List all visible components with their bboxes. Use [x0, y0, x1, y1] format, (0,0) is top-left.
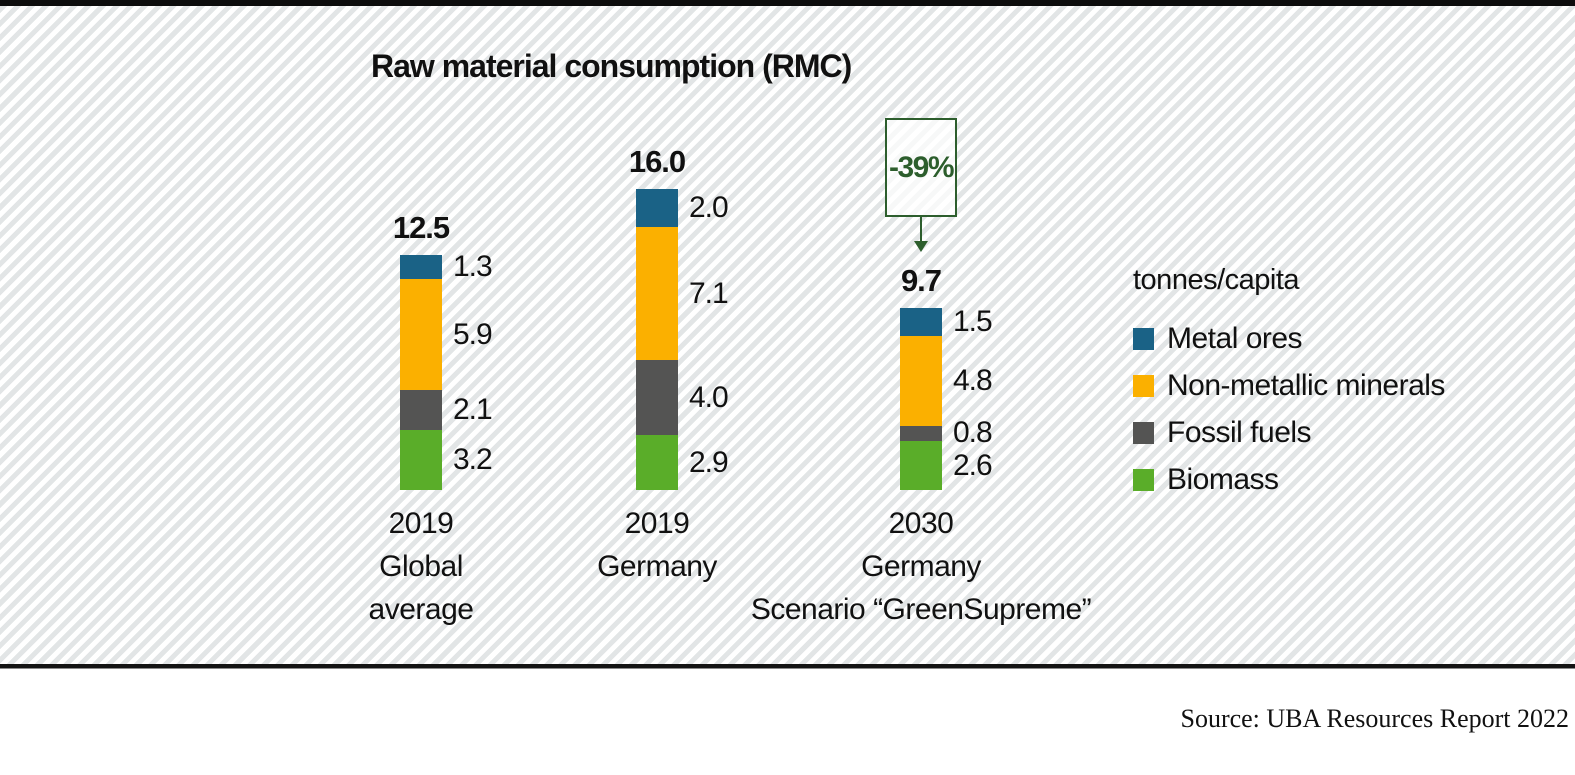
bar-segment-metal-ores [636, 189, 678, 227]
legend-item-metal-ores: Metal ores [1133, 315, 1445, 362]
legend: tonnes/capita Metal ores Non-metallic min… [1133, 264, 1445, 503]
category-label-line: Germany [597, 550, 717, 583]
bar-segment-non-metallic-minerals [400, 279, 442, 391]
category-label: 2030 Germany Scenario “GreenSupreme” [661, 502, 1181, 631]
bar-total-label: 16.0 [628, 144, 686, 180]
category-label: 2019 Germany [397, 502, 917, 588]
source-label: Source: UBA Resources Report 2022 [1180, 704, 1569, 733]
legend-swatch-icon [1133, 421, 1154, 444]
legend-label: Fossil fuels [1167, 415, 1312, 449]
legend-item-fossil-fuels: Fossil fuels [1133, 409, 1445, 456]
hatched-background [0, 6, 1575, 664]
segment-value-label: 4.8 [953, 363, 993, 397]
bar-segment-biomass [900, 441, 942, 490]
category-label-line: average [368, 593, 474, 626]
segment-value-label: 0.8 [953, 415, 993, 449]
segment-value-label: 4.0 [689, 380, 729, 414]
legend-label: Non-metallic minerals [1167, 368, 1445, 402]
legend-swatch-icon [1133, 327, 1154, 350]
stacked-bar-2030-germany-scenario-greensupreme: 1.5 4.8 0.8 2.6 [900, 306, 993, 490]
chart-title: Raw material consumption (RMC) [371, 48, 852, 84]
bar-segment-fossil-fuels [900, 426, 942, 442]
bottom-border-line [0, 664, 1575, 669]
category-label-line: Global [379, 550, 463, 583]
segment-value-label: 5.9 [453, 317, 493, 351]
category-label-line: 2030 [888, 507, 954, 540]
top-border-bar [0, 0, 1575, 6]
segment-value-label: 2.1 [453, 393, 493, 427]
stacked-bar-2019-global-average: 1.3 5.9 2.1 3.2 [400, 252, 493, 490]
segment-value-label: 3.2 [453, 442, 493, 476]
segment-value-label: 2.0 [689, 190, 729, 224]
category-label: 2019 Global average [161, 502, 681, 631]
annotation-arrow-line [920, 217, 922, 242]
bar-segment-metal-ores [400, 255, 442, 280]
legend-swatch-icon [1133, 468, 1154, 491]
stacked-bar-2019-germany: 2.0 7.1 4.0 2.9 [636, 189, 729, 490]
annotation-box: -39% [885, 118, 957, 217]
bar-segment-non-metallic-minerals [900, 335, 942, 427]
bar-total-label: 9.7 [900, 262, 942, 298]
bar-segment-non-metallic-minerals [636, 226, 678, 361]
category-label-line: Germany [861, 550, 981, 583]
bar-segment-biomass [636, 435, 678, 490]
legend-label: Metal ores [1167, 321, 1303, 355]
segment-value-label: 2.9 [689, 445, 729, 479]
category-label-line: 2019 [624, 507, 690, 540]
category-label-line: 2019 [388, 507, 454, 540]
legend-swatch-icon [1133, 374, 1154, 397]
segment-value-label: 7.1 [689, 276, 729, 310]
legend-label: Biomass [1167, 462, 1279, 496]
segment-value-label: 2.6 [953, 448, 993, 482]
bar-segment-fossil-fuels [400, 390, 442, 430]
annotation-text: -39% [888, 150, 955, 184]
segment-value-label: 1.5 [953, 304, 993, 338]
category-label-line: Scenario “GreenSupreme” [750, 593, 1092, 626]
bar-segment-biomass [400, 429, 442, 490]
bar-segment-fossil-fuels [636, 360, 678, 436]
legend-item-biomass: Biomass [1133, 456, 1445, 503]
legend-item-non-metallic-minerals: Non-metallic minerals [1133, 362, 1445, 409]
unit-label: tonnes/capita [1133, 264, 1300, 296]
bar-segment-metal-ores [900, 307, 942, 336]
legend-items: Metal ores Non-metallic minerals Fossil fu… [1133, 315, 1445, 503]
bar-total-label: 12.5 [392, 210, 450, 245]
segment-value-label: 1.3 [453, 250, 493, 284]
annotation-arrow-down-icon [914, 241, 928, 252]
